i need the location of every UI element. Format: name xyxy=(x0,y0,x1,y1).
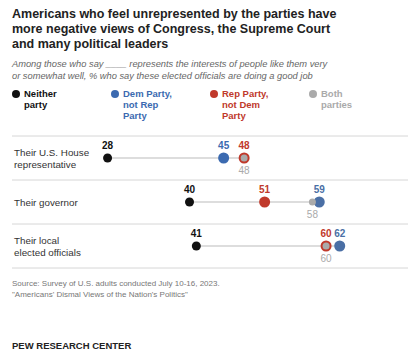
title: Americans who feel unrepresented by the … xyxy=(12,7,336,51)
data-label: 60 xyxy=(321,253,333,264)
legend-swatch xyxy=(309,90,317,98)
data-label: 40 xyxy=(184,184,196,195)
legend-swatch xyxy=(210,90,218,98)
row-label: Their U.S. Houserepresentative xyxy=(14,147,90,170)
row-label: Their localelected officials xyxy=(14,235,81,258)
data-label: 59 xyxy=(314,184,326,195)
legend-swatch xyxy=(111,90,119,98)
data-label: 48 xyxy=(239,140,251,151)
connector xyxy=(190,201,320,202)
data-label: 51 xyxy=(259,184,271,195)
legend-entry: Neitherparty xyxy=(24,88,57,110)
data-label: 62 xyxy=(334,228,346,239)
legend-swatch xyxy=(12,90,20,98)
data-label: 58 xyxy=(307,209,319,220)
row-separator xyxy=(12,180,408,181)
data-label: 45 xyxy=(218,140,230,151)
data-label: 48 xyxy=(239,165,251,176)
legend-entry: Bothparties xyxy=(321,88,352,110)
row-separator xyxy=(12,224,408,225)
data-labels: 284041455962485160485860 xyxy=(102,140,346,264)
subtitle: Among those who say ____ represents the … xyxy=(11,59,329,81)
legend-entry: Rep Party,not DemParty xyxy=(222,88,268,121)
dot xyxy=(192,242,201,251)
dot xyxy=(334,241,345,252)
dot xyxy=(241,155,248,162)
row-separator xyxy=(12,268,408,269)
footer: PEW RESEARCH CENTER xyxy=(12,340,131,351)
connector xyxy=(196,245,339,246)
source: Source: Survey of U.S. adults conducted … xyxy=(12,279,220,299)
dot xyxy=(321,241,332,252)
dot xyxy=(185,198,194,207)
legend-entry: Dem Party,not RepParty xyxy=(123,88,172,121)
data-label: 28 xyxy=(102,140,114,151)
legend: Neitherparty Dem Party,not RepParty Rep Pa… xyxy=(12,88,352,121)
dot xyxy=(323,243,330,250)
plot-area xyxy=(103,153,345,252)
row-label: Their governor xyxy=(14,197,78,208)
chart: Americans who feel unrepresented by the … xyxy=(0,0,420,359)
row-separator xyxy=(12,136,408,137)
data-label: 41 xyxy=(191,228,203,239)
dot xyxy=(218,153,229,164)
dot xyxy=(259,197,270,208)
dot xyxy=(103,154,112,163)
dot xyxy=(309,199,316,206)
data-label: 60 xyxy=(321,228,333,239)
dot xyxy=(239,153,250,164)
